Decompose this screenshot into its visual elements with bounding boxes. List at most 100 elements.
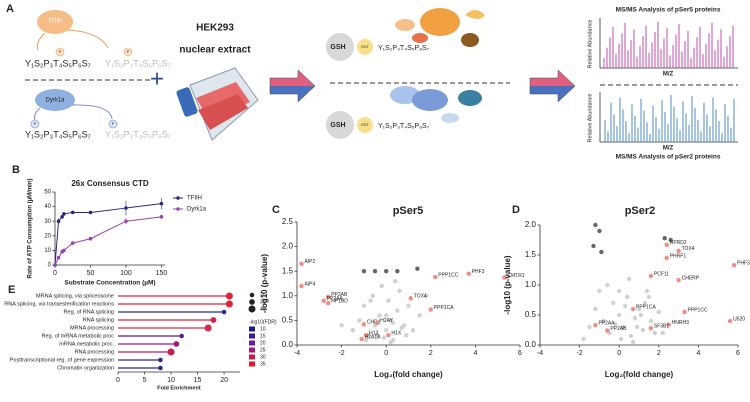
ms-x-label: M/Z (663, 146, 674, 152)
y-tick-label: 0.5 (525, 310, 537, 319)
point (386, 332, 391, 338)
point (424, 293, 429, 298)
point (587, 324, 592, 330)
point (613, 321, 618, 327)
category-label: RNA splicing, via transesterification re… (4, 301, 114, 307)
size-label: 30 (260, 299, 266, 305)
y-tick-label: 0.5 (282, 316, 294, 325)
chart-title: pSer2 (625, 205, 656, 217)
legend-label: TFIIH (187, 196, 202, 202)
point (388, 340, 393, 345)
tag (357, 117, 373, 133)
point (410, 328, 416, 333)
color-key (249, 347, 255, 353)
point (397, 288, 402, 294)
y-axis-label: -log10 (p-value) (503, 255, 512, 314)
point (731, 263, 737, 268)
point-label: TOX4 (414, 294, 427, 300)
tag-label: GST (361, 122, 370, 127)
y-tick-label: 1.0 (525, 280, 537, 289)
x-tick-label: 0 (116, 377, 120, 384)
y-tick-label: 1.5 (525, 250, 537, 259)
tag (357, 39, 373, 55)
dot (221, 309, 227, 315)
point (638, 312, 644, 318)
point (375, 332, 380, 338)
legend-key (176, 196, 180, 200)
size-key (249, 292, 255, 298)
point (630, 339, 636, 345)
point (648, 273, 654, 279)
ms-y-label: Relative Abundance (587, 94, 593, 143)
arrow (67, 29, 109, 49)
point (593, 306, 598, 312)
point (339, 323, 344, 328)
point (581, 336, 586, 342)
x-tick-label: 6 (736, 350, 740, 357)
point (372, 269, 378, 274)
phospho-circle (123, 47, 133, 57)
point (642, 300, 648, 306)
point (384, 269, 389, 274)
panel-label: D (512, 204, 520, 216)
point-label: H13 (369, 330, 378, 336)
dot (210, 317, 217, 323)
substrate: Y₁S₂P₃T₄S₅P₆S₇ (378, 123, 430, 130)
point-label: PP2AB (610, 326, 627, 332)
point (321, 298, 326, 303)
point (377, 313, 382, 318)
resin: GSH (330, 44, 345, 51)
tag-label: GST (361, 44, 370, 49)
point (676, 278, 681, 283)
x-axis-label: Substrate Concentration (µM) (64, 280, 155, 287)
category-label: RNA splicing (83, 317, 114, 323)
point (62, 248, 66, 253)
point-label: PHRF1 (670, 253, 687, 259)
point (676, 248, 681, 253)
x-tick-label: 5 (143, 377, 147, 384)
point-label: TOX4 (682, 246, 695, 252)
y-tick-label: 2.0 (525, 220, 537, 229)
x-tick-label: 10 (167, 377, 175, 384)
point (433, 274, 438, 280)
point (634, 324, 640, 330)
plus: + (150, 65, 164, 92)
point-label: PHF3 (737, 261, 750, 267)
substrate: Y₁S₂P₃T₄S₅P₆S₇ (105, 129, 171, 139)
flask (176, 67, 259, 141)
point (363, 332, 369, 338)
point-label: PP2AA (327, 296, 344, 302)
point (299, 261, 304, 267)
dot (179, 333, 184, 339)
point (599, 249, 604, 255)
point (159, 201, 164, 206)
point (357, 318, 362, 323)
point (56, 219, 61, 223)
category-label: Reg. of RNA splicing (64, 309, 114, 315)
y-tick-label: 20 (44, 233, 51, 239)
point (56, 255, 61, 260)
point (299, 283, 304, 289)
arrow (529, 69, 576, 103)
legend-label: Dyrk1a (187, 207, 207, 213)
x-tick-label: 0 (617, 350, 621, 357)
point (124, 206, 128, 210)
point (326, 300, 331, 306)
x-tick-label: -4 (294, 350, 300, 357)
point (370, 293, 376, 298)
x-tick-label: 50 (87, 270, 95, 277)
category-label: Reg. of mRNA metabolic proc (42, 333, 115, 339)
point-label: PHF3 (472, 269, 485, 275)
point-label: PPP1CC (438, 272, 458, 278)
kinase-blob (37, 10, 73, 34)
point (502, 275, 507, 280)
substrate: Y₁S₂P₃T₄S₅P₆S₇ (378, 45, 430, 52)
point (620, 324, 626, 330)
point (375, 320, 380, 326)
y-tick-label: 2.5 (282, 217, 294, 226)
y-tick-label: 1.5 (282, 266, 294, 275)
legend-key (176, 207, 180, 211)
color-label: 35 (260, 361, 266, 367)
x-tick-label: 0 (53, 270, 57, 277)
point (361, 322, 367, 327)
